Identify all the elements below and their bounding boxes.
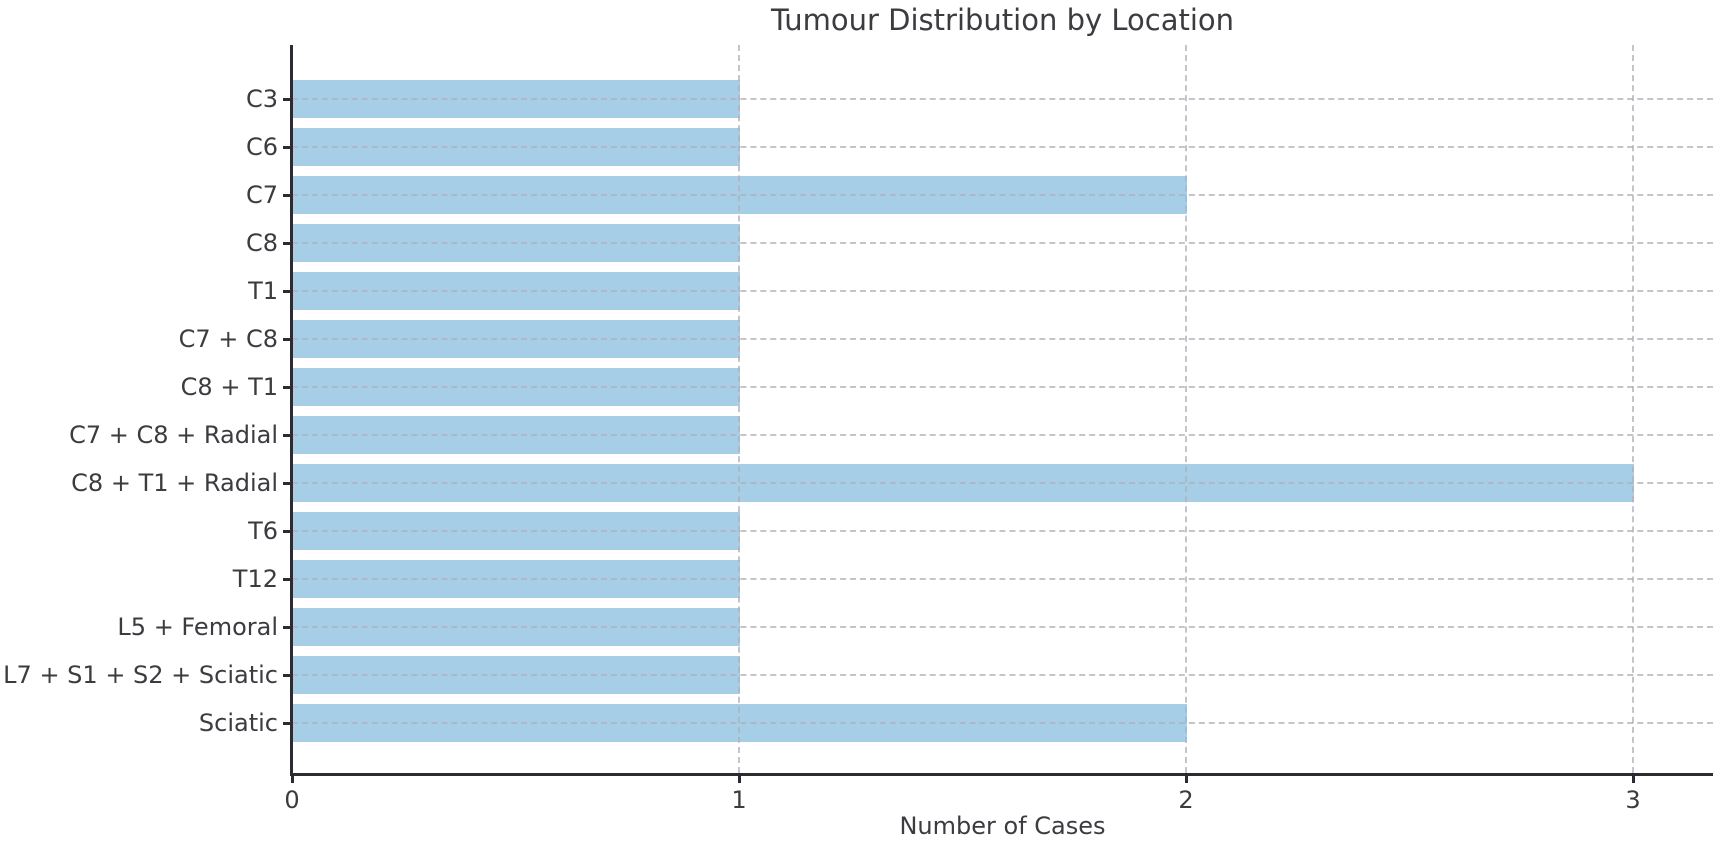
y-tick-label: Sciatic [198, 709, 278, 737]
x-axis-label: Number of Cases [899, 812, 1106, 840]
y-tick-label: C8 + T1 [180, 373, 278, 401]
y-tick-mark [283, 338, 292, 341]
v-gridline [1632, 45, 1634, 773]
h-gridline [292, 338, 1713, 340]
h-gridline [292, 386, 1713, 388]
plot-area [290, 45, 1713, 776]
y-tick-mark [283, 290, 292, 293]
y-tick-label: T12 [232, 565, 278, 593]
x-tick-mark [738, 774, 741, 783]
y-axis-spine [290, 45, 293, 773]
y-tick-label: L7 + S1 + S2 + Sciatic [3, 661, 278, 689]
y-tick-label: T1 [248, 277, 278, 305]
x-tick-label: 2 [1178, 786, 1194, 814]
y-tick-label: C7 + C8 [178, 325, 278, 353]
y-tick-mark [283, 242, 292, 245]
h-gridline [292, 290, 1713, 292]
h-gridline [292, 674, 1713, 676]
x-tick-mark [1632, 774, 1635, 783]
y-tick-label: L5 + Femoral [117, 613, 278, 641]
y-tick-label: C8 + T1 + Radial [71, 469, 278, 497]
y-tick-label: C7 [245, 181, 278, 209]
y-tick-mark [283, 194, 292, 197]
chart-title: Tumour Distribution by Location [770, 3, 1235, 37]
x-tick-mark [291, 774, 294, 783]
y-tick-label: C7 + C8 + Radial [69, 421, 278, 449]
y-tick-mark [283, 626, 292, 629]
v-gridline [738, 45, 740, 773]
y-tick-mark [283, 386, 292, 389]
h-gridline [292, 98, 1713, 100]
x-tick-mark [1185, 774, 1188, 783]
h-gridline [292, 578, 1713, 580]
y-tick-label: T6 [248, 517, 278, 545]
h-gridline [292, 434, 1713, 436]
y-tick-mark [283, 530, 292, 533]
y-tick-mark [283, 722, 292, 725]
v-gridline [1185, 45, 1187, 773]
y-tick-mark [283, 146, 292, 149]
h-gridline [292, 482, 1713, 484]
h-gridline [292, 146, 1713, 148]
y-tick-mark [283, 482, 292, 485]
h-gridline [292, 626, 1713, 628]
h-gridline [292, 722, 1713, 724]
y-tick-label: C3 [245, 85, 278, 113]
y-tick-label: C8 [245, 229, 278, 257]
y-tick-mark [283, 434, 292, 437]
x-tick-label: 3 [1625, 786, 1641, 814]
y-tick-mark [283, 674, 292, 677]
x-tick-label: 1 [731, 786, 747, 814]
x-tick-label: 0 [284, 786, 300, 814]
h-gridline [292, 530, 1713, 532]
y-tick-label: C6 [245, 133, 278, 161]
h-gridline [292, 242, 1713, 244]
h-gridline [292, 194, 1713, 196]
x-axis-spine [290, 773, 1713, 776]
y-tick-mark [283, 578, 292, 581]
y-tick-mark [283, 98, 292, 101]
